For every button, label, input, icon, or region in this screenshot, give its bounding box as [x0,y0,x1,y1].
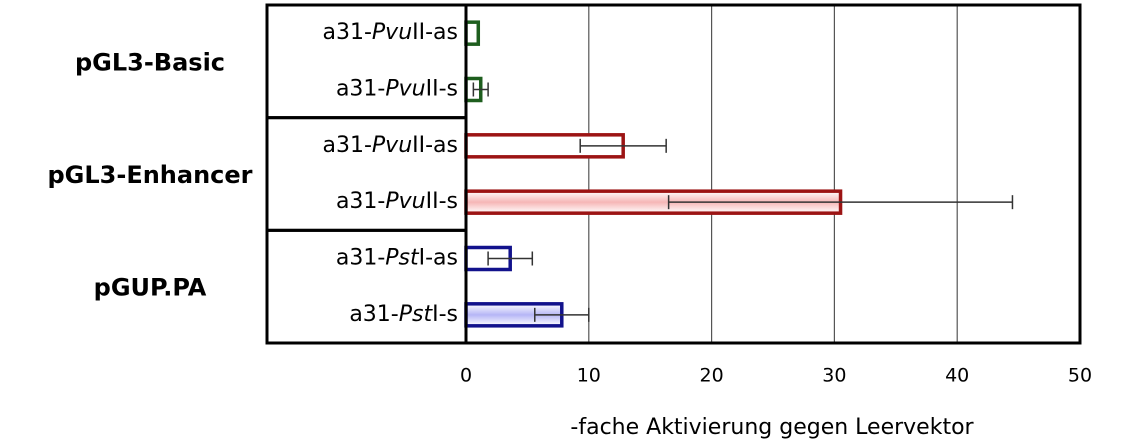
category-label: a31-PstI-as [336,246,458,271]
group-label: pGUP.PA [94,274,207,302]
x-tick-label: 10 [577,365,601,387]
x-axis-label: -fache Aktivierung gegen Leervektor [570,415,974,440]
error-bar [667,195,1014,210]
x-tick-label: 50 [1068,365,1092,387]
x-tick-label: 20 [700,365,724,387]
category-label: a31-PstI-s [349,302,458,327]
error-bar [534,307,590,322]
bar [464,20,481,46]
error-bar [579,138,667,153]
x-tick-label: 40 [945,365,969,387]
error-bar [472,82,489,97]
category-label: a31-PvuII-as [322,20,458,45]
category-label: a31-PvuII-s [336,77,458,102]
x-tick-label: 0 [460,365,472,387]
error-bar [487,251,534,266]
group-label: pGL3-Enhancer [47,161,252,189]
plot-frame [265,3,1082,345]
category-label: a31-PvuII-as [322,133,458,158]
group-label: pGL3-Basic [75,48,225,76]
category-label: a31-PvuII-s [336,189,458,214]
x-tick-label: 30 [822,365,846,387]
